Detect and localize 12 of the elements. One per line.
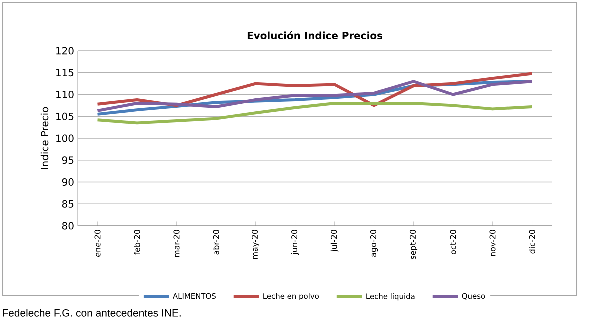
chart-title: Evolución Indice Precios — [248, 31, 383, 40]
y-tick-label: 120 — [56, 47, 74, 55]
y-tick-label: 85 — [62, 200, 74, 208]
y-tick-label: 115 — [56, 69, 74, 77]
y-tick-label: 95 — [62, 156, 74, 164]
text: Fedeleche F.G. con antecedentes INE. — [3, 309, 181, 317]
y-tick-label: 105 — [56, 112, 74, 120]
y-tick-label: 90 — [62, 178, 74, 186]
y-tick-label: 80 — [62, 222, 74, 230]
y-tick-label: 100 — [56, 134, 74, 142]
y-tick-label: 110 — [56, 90, 74, 99]
y-axis-title: Indice Precio — [40, 107, 49, 170]
